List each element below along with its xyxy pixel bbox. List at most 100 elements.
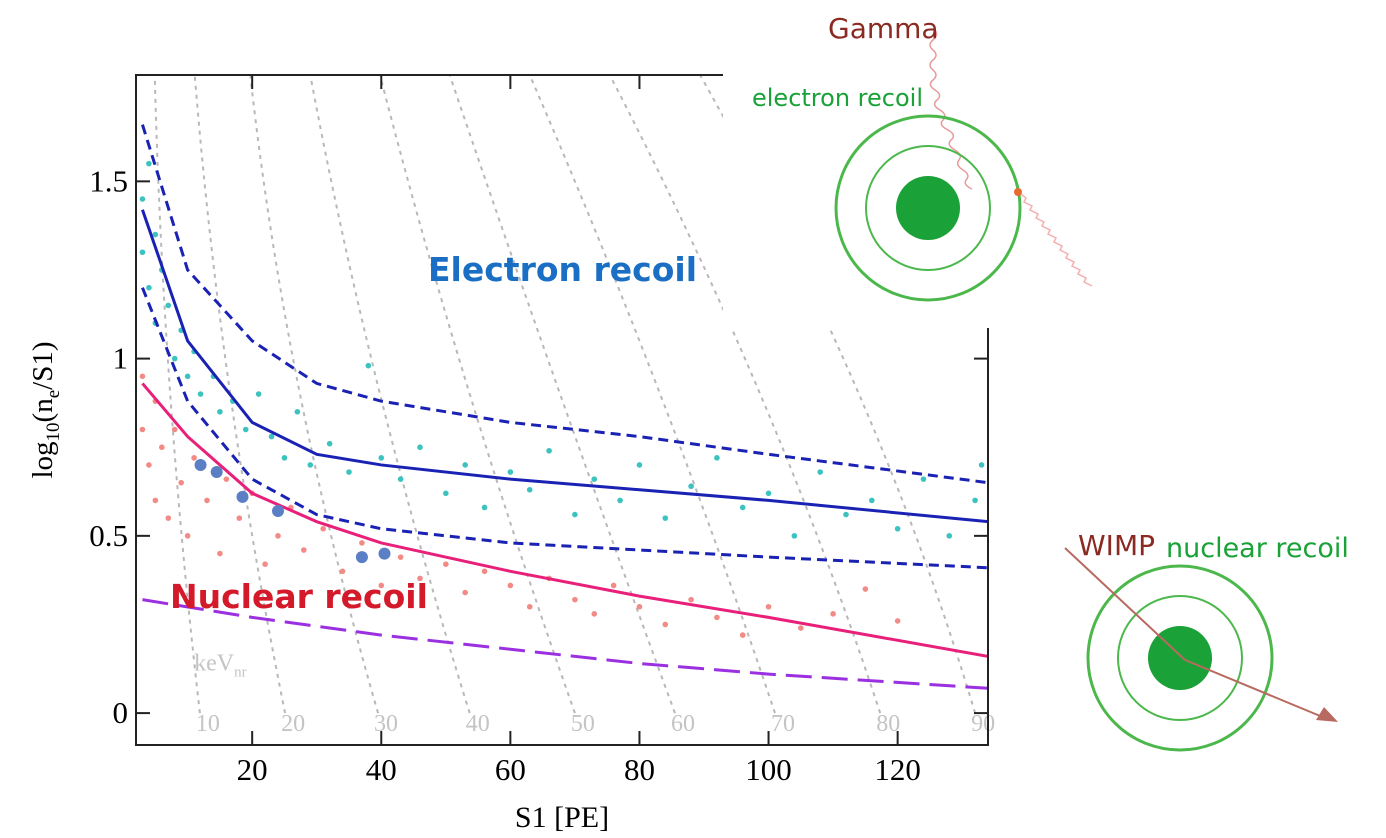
point: [507, 582, 514, 589]
point: [443, 561, 449, 568]
point: [798, 625, 804, 631]
point: [171, 355, 178, 362]
point: [184, 373, 191, 380]
energy-contour: [153, 75, 201, 714]
point: [978, 462, 985, 468]
nucleus: [1148, 626, 1212, 690]
point: [146, 462, 152, 468]
point: [462, 589, 468, 596]
point: [972, 497, 978, 504]
electron-shell-inner: [865, 145, 991, 271]
contour-label: 70: [771, 711, 795, 737]
point: [378, 547, 391, 560]
point: [204, 497, 210, 504]
energy-contour: [608, 75, 882, 714]
electron-shell-outer: [834, 114, 1022, 302]
plot-frame: [135, 74, 989, 746]
point: [339, 568, 346, 575]
x-tick-label: 100: [745, 752, 792, 787]
wimp-label: WIMP: [1078, 529, 1155, 562]
contour-label: 40: [466, 711, 490, 737]
point: [217, 550, 223, 557]
point: [830, 611, 836, 617]
point: [688, 483, 694, 490]
point: [920, 476, 927, 482]
point: [268, 433, 275, 440]
point: [171, 426, 178, 433]
point: [572, 596, 578, 603]
contour-unit: keVnr: [194, 651, 246, 681]
point: [307, 462, 314, 468]
point: [417, 575, 423, 582]
point: [326, 440, 333, 447]
point: [869, 497, 875, 504]
contour-label: 80: [876, 711, 900, 737]
point: [255, 391, 262, 397]
point: [739, 504, 746, 511]
point: [301, 547, 307, 553]
point: [714, 455, 720, 461]
point: [197, 391, 204, 397]
point: [443, 490, 449, 497]
point: [765, 603, 772, 610]
line: [141, 124, 988, 485]
diagram: Gamma electron recoil WIMP nuclear recoi…: [752, 12, 1349, 752]
point: [223, 476, 230, 482]
point: [546, 447, 552, 454]
label-main: /S1): [27, 341, 59, 389]
point: [294, 408, 301, 415]
point: [662, 621, 669, 628]
y-axis-label: log10(ne/S1): [27, 341, 64, 478]
interaction-point: [1014, 188, 1022, 196]
point: [662, 515, 669, 521]
point: [272, 505, 284, 518]
contour-label: 10: [196, 711, 220, 737]
point: [146, 160, 152, 167]
energy-contour: [193, 75, 287, 714]
point: [843, 511, 849, 518]
point: [894, 618, 901, 624]
point: [526, 486, 533, 493]
point: [378, 455, 385, 461]
point: [346, 469, 352, 475]
point: [275, 533, 281, 539]
point: [236, 490, 249, 503]
line: [141, 209, 988, 524]
point: [862, 586, 869, 592]
unit-main: keV: [194, 651, 235, 677]
point: [320, 525, 326, 532]
point: [791, 533, 798, 539]
point: [159, 444, 165, 451]
point: [507, 469, 514, 475]
unit-sub: nr: [234, 665, 247, 681]
point: [481, 504, 488, 511]
electron-recoil-label: electron recoil: [752, 84, 923, 112]
nuclear-recoil-label: nuclear recoil: [1166, 533, 1349, 564]
point: [610, 582, 617, 589]
contour-label: 50: [571, 711, 595, 737]
point: [152, 231, 159, 238]
energy-contour: [309, 75, 471, 714]
point: [714, 614, 720, 621]
series: [139, 124, 988, 690]
point: [817, 469, 823, 475]
point: [572, 511, 578, 518]
label-main: log: [27, 441, 59, 478]
arrow-head: [1316, 707, 1338, 722]
label-sub: e: [43, 390, 64, 398]
nuclear-shell-inner: [1117, 595, 1243, 721]
point: [617, 497, 623, 504]
point: [688, 596, 694, 603]
label-main: (n: [27, 398, 59, 423]
point: [355, 551, 368, 564]
point: [262, 561, 268, 568]
point: [739, 632, 746, 638]
point: [165, 302, 172, 309]
wimp-track: [1184, 659, 1326, 719]
energy-contour: [528, 75, 776, 714]
contour-label: 60: [671, 711, 695, 737]
gamma-scatter: [1017, 191, 1093, 287]
x-tick-label: 40: [366, 752, 397, 787]
